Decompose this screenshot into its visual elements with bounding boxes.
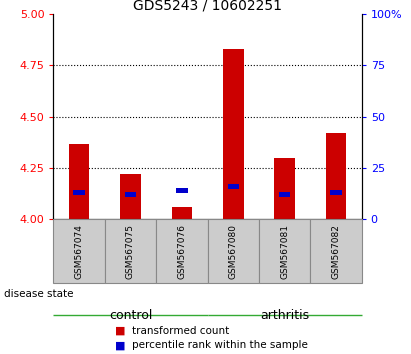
Text: ■: ■ xyxy=(115,340,126,350)
Text: percentile rank within the sample: percentile rank within the sample xyxy=(132,340,307,350)
Bar xyxy=(69,143,90,219)
Text: GSM567081: GSM567081 xyxy=(280,224,289,279)
Bar xyxy=(330,190,342,195)
Bar xyxy=(176,188,187,193)
Bar xyxy=(275,158,295,219)
Text: disease state: disease state xyxy=(4,289,74,299)
Bar xyxy=(53,219,105,283)
Text: ■: ■ xyxy=(115,326,126,336)
Bar xyxy=(228,184,239,189)
Title: GDS5243 / 10602251: GDS5243 / 10602251 xyxy=(133,0,282,13)
Text: GSM567075: GSM567075 xyxy=(126,224,135,279)
Bar xyxy=(259,219,310,283)
Bar xyxy=(120,174,141,219)
Bar xyxy=(223,49,243,219)
Text: GSM567082: GSM567082 xyxy=(332,224,340,279)
Bar xyxy=(125,192,136,198)
Text: transformed count: transformed count xyxy=(132,326,229,336)
Text: GSM567074: GSM567074 xyxy=(75,224,83,279)
Bar xyxy=(326,133,346,219)
Text: control: control xyxy=(109,309,152,321)
Text: arthritis: arthritis xyxy=(260,309,309,321)
Bar xyxy=(74,190,85,195)
Text: GSM567080: GSM567080 xyxy=(229,224,238,279)
Bar xyxy=(208,219,259,283)
Bar xyxy=(105,219,156,283)
Text: GSM567076: GSM567076 xyxy=(178,224,186,279)
Bar xyxy=(156,219,208,283)
Bar xyxy=(172,207,192,219)
Bar xyxy=(279,192,290,198)
Bar xyxy=(310,219,362,283)
